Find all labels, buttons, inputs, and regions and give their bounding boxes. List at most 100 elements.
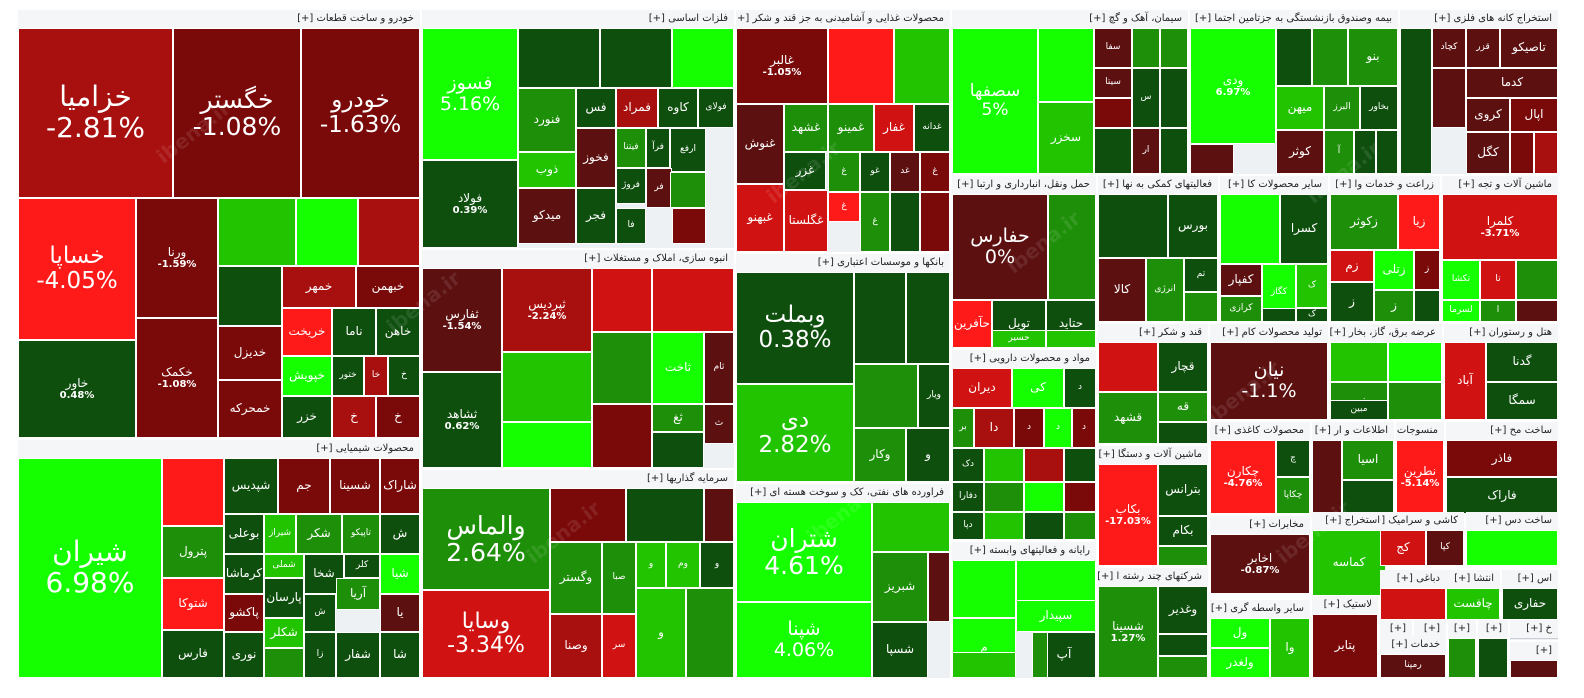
stock-tile[interactable]: ورنا -1.59% bbox=[136, 198, 218, 318]
sector-title[interactable]: [+] bbox=[1510, 642, 1558, 661]
stock-tile[interactable] bbox=[296, 198, 358, 266]
stock-tile[interactable]: بر bbox=[952, 408, 974, 448]
stock-tile[interactable]: ارفع bbox=[670, 128, 706, 172]
stock-tile[interactable]: صبا bbox=[602, 542, 636, 614]
sector-title[interactable]: ماشین آلات و تجه [+] bbox=[1442, 176, 1558, 195]
stock-tile[interactable]: شخا bbox=[304, 554, 344, 594]
stock-tile[interactable]: کوثر bbox=[1276, 130, 1324, 174]
stock-tile[interactable]: غ bbox=[828, 152, 860, 192]
stock-tile[interactable]: کی bbox=[1012, 368, 1064, 408]
sector-title[interactable]: مخابرات [+] bbox=[1210, 516, 1310, 535]
stock-tile[interactable]: س bbox=[1132, 68, 1160, 128]
stock-tile[interactable]: گدنا bbox=[1486, 342, 1558, 382]
stock-tile[interactable]: ولغدر bbox=[1210, 648, 1270, 678]
stock-tile[interactable] bbox=[984, 512, 1024, 540]
stock-tile[interactable]: خا bbox=[364, 356, 388, 396]
stock-tile[interactable]: خزر bbox=[282, 396, 332, 438]
stock-tile[interactable]: فولای bbox=[698, 88, 734, 128]
stock-tile[interactable] bbox=[1190, 144, 1234, 174]
stock-tile[interactable]: خ bbox=[332, 396, 376, 438]
sector-title[interactable]: محصولات غذایی و آشامیدنی به جز قند و شکر… bbox=[736, 10, 950, 29]
stock-tile[interactable]: شپنا 4.06% bbox=[736, 602, 872, 678]
stock-tile[interactable]: کج bbox=[1380, 530, 1426, 566]
stock-tile[interactable]: ویار bbox=[918, 364, 950, 428]
stock-tile[interactable]: بورس bbox=[1168, 194, 1218, 258]
stock-tile[interactable] bbox=[1388, 342, 1442, 382]
stock-tile[interactable]: فس bbox=[576, 88, 616, 128]
stock-tile[interactable] bbox=[592, 332, 652, 404]
stock-tile[interactable]: کپا bbox=[1426, 530, 1464, 566]
stock-tile[interactable]: ثفارس -1.54% bbox=[422, 268, 502, 372]
sector-title[interactable]: [+] bbox=[1448, 620, 1476, 639]
stock-tile[interactable] bbox=[1158, 634, 1208, 656]
stock-tile[interactable]: سصفها 5% bbox=[952, 28, 1038, 174]
stock-tile[interactable]: کدما bbox=[1466, 68, 1558, 98]
stock-tile[interactable] bbox=[1312, 440, 1342, 514]
stock-tile[interactable]: مبین bbox=[1330, 400, 1388, 420]
stock-tile[interactable]: خودرو -1.63% bbox=[301, 28, 420, 198]
stock-tile[interactable]: تم bbox=[1184, 258, 1218, 292]
stock-tile[interactable] bbox=[1024, 482, 1064, 512]
stock-tile[interactable] bbox=[1032, 632, 1048, 678]
stock-tile[interactable]: خ bbox=[376, 396, 420, 438]
sector-title[interactable]: تولید محصولات کام [+] bbox=[1210, 324, 1328, 343]
stock-tile[interactable] bbox=[1098, 194, 1168, 258]
stock-tile[interactable]: د bbox=[1064, 368, 1096, 408]
stock-tile[interactable]: غ bbox=[828, 192, 860, 222]
stock-tile[interactable] bbox=[1184, 292, 1218, 322]
stock-tile[interactable]: فخوز bbox=[576, 128, 616, 188]
stock-tile[interactable] bbox=[1098, 342, 1158, 392]
stock-tile[interactable] bbox=[952, 652, 1016, 678]
stock-tile[interactable]: شکلر bbox=[264, 618, 304, 648]
stock-tile[interactable]: کلمرا -3.71% bbox=[1442, 194, 1558, 260]
stock-tile[interactable]: خبهمن bbox=[356, 266, 420, 308]
stock-tile[interactable]: شیران 6.98% bbox=[18, 458, 162, 678]
stock-tile[interactable]: وبملت 0.38% bbox=[736, 272, 854, 384]
stock-tile[interactable]: فنورد bbox=[518, 88, 576, 152]
stock-tile[interactable]: خپویش bbox=[282, 356, 332, 396]
stock-tile[interactable]: چکاپا bbox=[1276, 477, 1310, 514]
stock-tile[interactable]: دیران bbox=[952, 368, 1012, 408]
sector-title[interactable]: بانکها و موسسات اعتباری [+] bbox=[736, 254, 950, 273]
stock-tile[interactable]: فاذر bbox=[1446, 440, 1558, 477]
stock-tile[interactable] bbox=[670, 172, 706, 208]
stock-tile[interactable]: قه bbox=[1158, 392, 1208, 422]
stock-tile[interactable]: غالبر -1.05% bbox=[736, 28, 828, 104]
sector-title[interactable]: منسوجات [+] bbox=[1396, 422, 1444, 441]
stock-tile[interactable]: نوری bbox=[224, 632, 264, 678]
stock-tile[interactable] bbox=[1158, 422, 1208, 444]
stock-tile[interactable] bbox=[218, 198, 296, 266]
sector-title[interactable]: استخراج کانه های فلزی [+] bbox=[1400, 10, 1558, 29]
stock-tile[interactable] bbox=[894, 28, 950, 104]
stock-tile[interactable] bbox=[1414, 290, 1440, 322]
stock-tile[interactable]: ذوب bbox=[518, 152, 576, 188]
sector-title[interactable]: [+] bbox=[1478, 620, 1508, 639]
stock-tile[interactable] bbox=[1330, 342, 1388, 382]
stock-tile[interactable]: قشهد bbox=[1098, 392, 1158, 444]
stock-tile[interactable]: تا bbox=[1480, 260, 1516, 300]
sector-title[interactable]: خ [+] bbox=[1510, 620, 1558, 639]
stock-tile[interactable] bbox=[1516, 260, 1558, 300]
stock-tile[interactable] bbox=[1432, 68, 1466, 128]
stock-tile[interactable]: ش bbox=[380, 514, 420, 554]
stock-tile[interactable]: ختور bbox=[332, 356, 364, 396]
stock-tile[interactable] bbox=[1400, 28, 1432, 174]
stock-tile[interactable] bbox=[672, 28, 734, 88]
stock-tile[interactable]: وگستر bbox=[550, 542, 602, 614]
sector-title[interactable]: شرکتهای چند رشته ا [+] bbox=[1098, 568, 1208, 587]
stock-tile[interactable]: کلر bbox=[344, 554, 380, 578]
stock-tile[interactable]: خکمک -1.08% bbox=[136, 318, 218, 438]
sector-title[interactable]: سیمان، آهک و گچ [+] bbox=[952, 10, 1188, 29]
stock-tile[interactable]: غگلستا bbox=[784, 190, 828, 252]
stock-tile[interactable]: تاصیکو bbox=[1500, 28, 1558, 68]
stock-tile[interactable] bbox=[1354, 130, 1376, 174]
stock-tile[interactable]: ز bbox=[1414, 250, 1440, 290]
stock-tile[interactable]: نیان -1.1% bbox=[1210, 342, 1328, 420]
stock-tile[interactable]: خزامیا -2.81% bbox=[18, 28, 173, 198]
stock-tile[interactable]: نطرین -5.14% bbox=[1396, 440, 1444, 514]
stock-tile[interactable] bbox=[1048, 194, 1096, 300]
stock-tile[interactable] bbox=[672, 208, 706, 244]
sector-title[interactable]: اس [+] bbox=[1502, 570, 1558, 589]
stock-tile[interactable] bbox=[686, 588, 734, 678]
sector-title[interactable]: محصولات شیمیایی [+] bbox=[18, 440, 420, 459]
